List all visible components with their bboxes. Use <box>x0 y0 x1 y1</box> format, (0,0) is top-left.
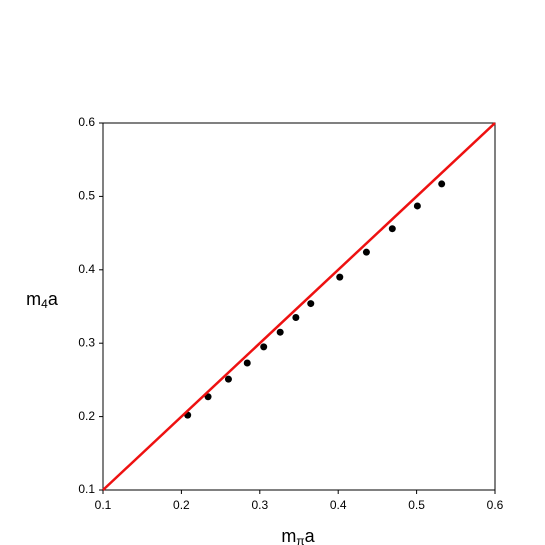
x-tick-label: 0.3 <box>251 498 268 512</box>
line <box>102 122 496 491</box>
data-point <box>413 202 421 210</box>
y-tick-label: 0.6 <box>78 115 95 129</box>
plot-frame <box>102 122 496 491</box>
x-tick-label: 0.1 <box>95 498 112 512</box>
data-point <box>292 314 300 322</box>
data-point <box>243 359 251 367</box>
x-tick-label: 0.5 <box>408 498 425 512</box>
data-point <box>204 393 212 401</box>
data-point <box>336 273 344 281</box>
data-point <box>260 343 268 351</box>
data-point <box>307 300 315 308</box>
data-point <box>224 375 232 383</box>
y-axis-label: m4a <box>26 289 59 311</box>
y-tick-label: 0.5 <box>78 189 95 203</box>
y-tick-label: 0.2 <box>78 409 95 423</box>
data-point <box>388 225 396 233</box>
y-tick-label: 0.3 <box>78 335 95 349</box>
data-point <box>438 180 446 188</box>
y-tick-label: 0.4 <box>78 262 95 276</box>
data-point <box>362 248 370 256</box>
x-tick-label: 0.4 <box>330 498 347 512</box>
x-tick-label: 0.2 <box>173 498 190 512</box>
data-point <box>276 328 284 336</box>
x-axis-label: mπa <box>281 526 315 545</box>
x-tick-label: 0.6 <box>487 498 504 512</box>
y-tick-label: 0.1 <box>78 482 95 496</box>
